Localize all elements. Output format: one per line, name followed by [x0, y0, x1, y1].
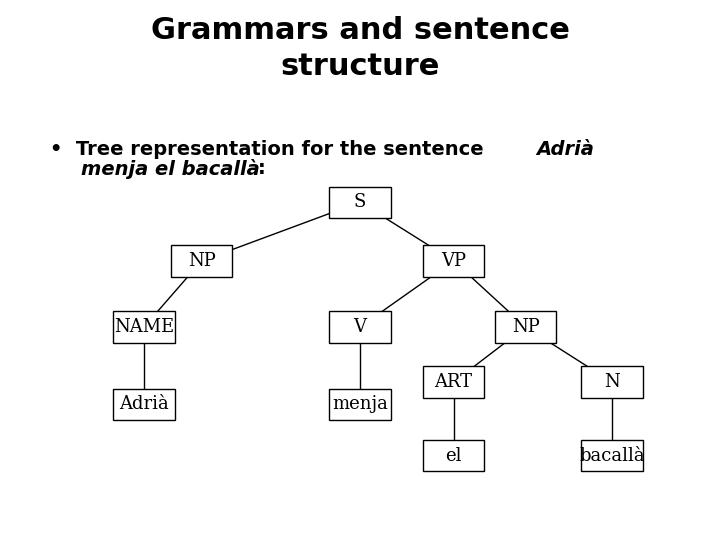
- Text: Adrià: Adrià: [536, 140, 594, 159]
- FancyBboxPatch shape: [423, 367, 484, 397]
- FancyBboxPatch shape: [171, 245, 232, 276]
- Text: V: V: [354, 318, 366, 336]
- FancyBboxPatch shape: [495, 312, 556, 342]
- Text: N: N: [604, 373, 620, 391]
- Text: NP: NP: [188, 252, 215, 270]
- Text: :: :: [258, 159, 266, 178]
- FancyBboxPatch shape: [582, 440, 643, 471]
- Text: •  Tree representation for the sentence: • Tree representation for the sentence: [50, 140, 491, 159]
- FancyBboxPatch shape: [330, 186, 390, 218]
- Text: el: el: [446, 447, 462, 464]
- FancyBboxPatch shape: [330, 388, 390, 420]
- Text: VP: VP: [441, 252, 466, 270]
- Text: bacallà: bacallà: [579, 447, 645, 464]
- Text: menja el bacallà: menja el bacallà: [81, 159, 260, 179]
- FancyBboxPatch shape: [423, 245, 484, 276]
- Text: Adrià: Adrià: [119, 395, 169, 413]
- FancyBboxPatch shape: [114, 312, 174, 342]
- Text: menja: menja: [332, 395, 388, 413]
- Text: NAME: NAME: [114, 318, 174, 336]
- FancyBboxPatch shape: [330, 312, 390, 342]
- FancyBboxPatch shape: [582, 367, 643, 397]
- Text: S: S: [354, 193, 366, 211]
- FancyBboxPatch shape: [423, 440, 484, 471]
- Text: Grammars and sentence
structure: Grammars and sentence structure: [150, 16, 570, 81]
- Text: ART: ART: [435, 373, 472, 391]
- FancyBboxPatch shape: [114, 388, 174, 420]
- Text: NP: NP: [512, 318, 539, 336]
